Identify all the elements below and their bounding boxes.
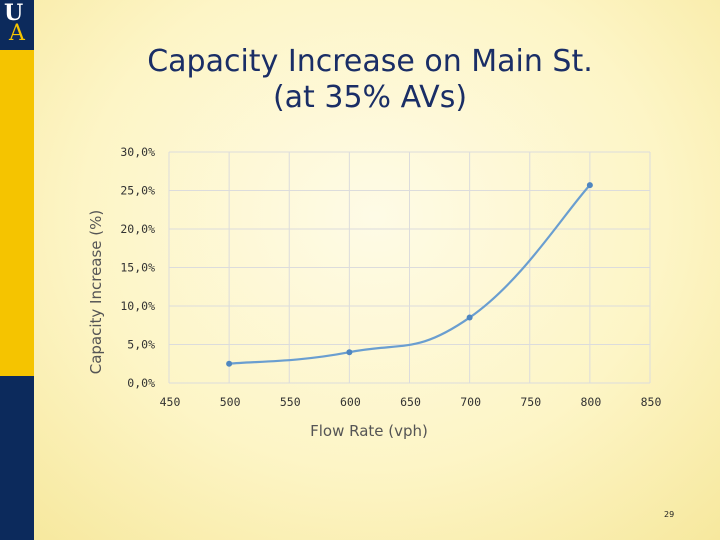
logo-letter-u: U <box>4 0 24 26</box>
y-tick-label: 10,0% <box>120 299 155 313</box>
x-tick-label: 450 <box>160 395 181 409</box>
page-number: 29 <box>664 510 675 519</box>
y-tick-label: 15,0% <box>120 261 155 275</box>
sidebar-gold-band <box>0 0 34 376</box>
y-tick-label: 25,0% <box>120 184 155 198</box>
x-tick-label: 750 <box>520 395 541 409</box>
y-tick-labels: 0,0% 5,0% 10,0% 15,0% 20,0% 25,0% 30,0% <box>120 145 155 390</box>
data-point <box>466 314 473 321</box>
y-tick-label: 5,0% <box>127 338 155 352</box>
chart-grid <box>168 151 651 384</box>
x-tick-label: 500 <box>220 395 241 409</box>
x-tick-label: 700 <box>460 395 481 409</box>
data-point <box>226 360 233 367</box>
y-axis-label: Capacity Increase (%) <box>87 210 105 375</box>
data-point <box>586 182 593 189</box>
y-tick-label: 20,0% <box>120 222 155 236</box>
x-axis-label: Flow Rate (vph) <box>310 422 428 440</box>
y-tick-label: 0,0% <box>127 376 155 390</box>
data-point <box>346 349 353 356</box>
series-markers <box>226 182 593 367</box>
y-tick-label: 30,0% <box>120 145 155 159</box>
x-tick-labels: 450 500 550 600 650 700 750 800 850 <box>160 395 662 409</box>
x-tick-label: 850 <box>641 395 662 409</box>
x-tick-label: 600 <box>340 395 361 409</box>
title-line-2: (at 35% AVs) <box>272 80 468 115</box>
university-logo: U A <box>0 0 34 50</box>
logo-letter-a: A <box>9 21 25 46</box>
x-tick-label: 800 <box>580 395 601 409</box>
series-line <box>229 184 591 365</box>
slide-title: Capacity Increase on Main St. (at 35% AV… <box>60 44 680 116</box>
x-tick-label: 650 <box>400 395 421 409</box>
x-tick-label: 550 <box>280 395 301 409</box>
title-line-1: Capacity Increase on Main St. <box>147 44 593 79</box>
sidebar-navy-band <box>0 376 34 540</box>
